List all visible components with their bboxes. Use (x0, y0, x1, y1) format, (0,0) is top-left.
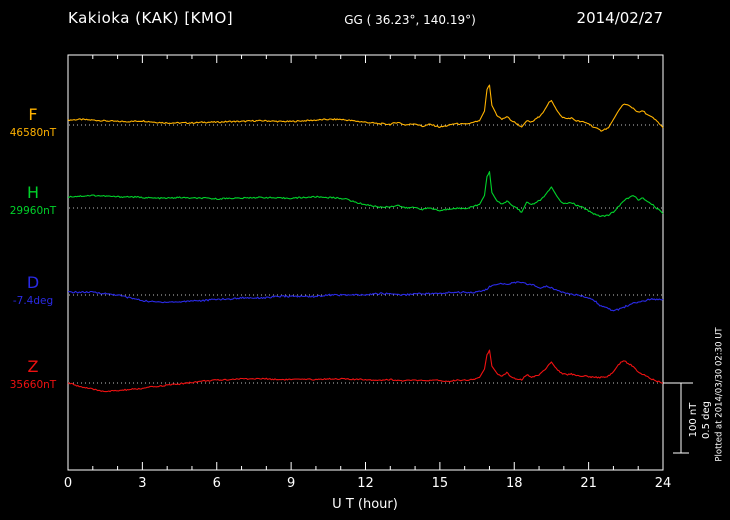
channel-baseline-D: -7.4deg (12, 295, 54, 307)
channel-letter-Z: Z (27, 357, 39, 376)
observation-date: 2014/02/27 (576, 9, 663, 27)
x-tick-label: 24 (654, 476, 672, 491)
geographic-coords: GG ( 36.23°, 140.19°) (344, 13, 476, 27)
x-tick-label: 15 (431, 476, 449, 491)
x-tick-label: 3 (138, 476, 147, 491)
channel-letter-D: D (26, 273, 40, 292)
x-tick-label: 18 (505, 476, 523, 491)
scale-bar-labels: 100 nT 0.5 deg (687, 384, 713, 456)
trace-Z (67, 349, 663, 393)
channel-baseline-F: 46580nT (9, 127, 57, 139)
x-tick-label: 21 (580, 476, 597, 491)
scale-bar-deg-label: 0.5 deg (701, 401, 712, 439)
plotted-at-note: Plotted at 2014/03/30 02:30 UT (714, 327, 725, 462)
x-axis-title: U T (hour) (332, 497, 398, 512)
channel-baseline-H: 29960nT (9, 205, 57, 217)
channel-letter-H: H (26, 183, 40, 202)
trace-H (67, 171, 664, 218)
channel-baseline-Z: 35660nT (9, 379, 57, 391)
x-tick-label: 6 (212, 476, 221, 491)
channel-letter-F: F (28, 105, 38, 124)
station-title: Kakioka (KAK) [KMO] (68, 9, 234, 27)
channel-label-D: D -7.4deg (2, 273, 64, 308)
x-tick-label: 12 (357, 476, 374, 491)
scale-bar-nt-label: 100 nT (688, 402, 699, 438)
plot-frame (67, 54, 664, 471)
x-tick-label: 0 (63, 476, 73, 491)
trace-D (67, 281, 664, 312)
channel-label-F: F 46580nT (2, 105, 64, 140)
channel-label-H: H 29960nT (2, 183, 64, 218)
x-tick-label: 9 (286, 476, 296, 491)
trace-F (67, 84, 664, 132)
channel-label-Z: Z 35660nT (2, 357, 64, 392)
